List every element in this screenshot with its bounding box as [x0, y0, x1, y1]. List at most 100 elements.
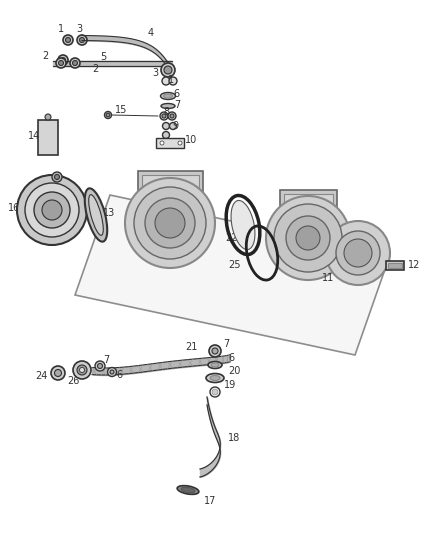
Text: 6: 6 — [116, 370, 122, 380]
Circle shape — [162, 132, 170, 139]
Circle shape — [17, 175, 87, 245]
Ellipse shape — [231, 200, 255, 249]
Circle shape — [58, 55, 68, 65]
Text: 3: 3 — [76, 24, 82, 34]
Circle shape — [80, 37, 85, 43]
Circle shape — [107, 367, 117, 376]
Text: 24: 24 — [35, 371, 47, 381]
Ellipse shape — [181, 487, 195, 492]
Circle shape — [209, 345, 221, 357]
Circle shape — [125, 178, 215, 268]
Text: 12: 12 — [408, 260, 420, 270]
Circle shape — [168, 112, 176, 120]
Text: 7: 7 — [223, 339, 229, 349]
Circle shape — [274, 204, 342, 272]
Text: 6: 6 — [228, 353, 234, 363]
Text: 7: 7 — [174, 100, 180, 110]
Text: 7: 7 — [103, 355, 109, 365]
Circle shape — [54, 369, 61, 376]
Ellipse shape — [206, 374, 224, 383]
Circle shape — [296, 226, 320, 250]
Ellipse shape — [177, 486, 199, 495]
Circle shape — [145, 198, 195, 248]
Circle shape — [266, 196, 350, 280]
Ellipse shape — [160, 93, 176, 100]
Text: 17: 17 — [204, 496, 216, 506]
Circle shape — [162, 77, 170, 85]
Circle shape — [155, 208, 185, 238]
Text: 1: 1 — [58, 24, 64, 34]
Ellipse shape — [208, 361, 222, 368]
Circle shape — [59, 61, 64, 66]
Bar — [388, 263, 402, 268]
Circle shape — [164, 66, 172, 74]
Circle shape — [25, 183, 79, 237]
Bar — [138, 171, 203, 193]
Ellipse shape — [163, 94, 173, 98]
Circle shape — [326, 221, 390, 285]
Text: 14: 14 — [28, 131, 40, 141]
Text: 26: 26 — [67, 376, 79, 386]
Text: 6: 6 — [173, 89, 179, 99]
Bar — [284, 194, 333, 208]
Ellipse shape — [211, 363, 219, 367]
Circle shape — [170, 123, 177, 130]
Text: 2: 2 — [92, 64, 98, 74]
Text: 19: 19 — [224, 380, 236, 390]
Polygon shape — [75, 195, 390, 355]
Ellipse shape — [161, 103, 175, 109]
Circle shape — [162, 123, 170, 130]
Text: 18: 18 — [228, 433, 240, 443]
Circle shape — [169, 77, 177, 85]
Circle shape — [70, 58, 80, 68]
Circle shape — [73, 361, 91, 379]
Circle shape — [80, 367, 85, 373]
Text: 9: 9 — [172, 121, 178, 131]
Circle shape — [77, 365, 87, 375]
Bar — [156, 138, 184, 148]
Text: 10: 10 — [185, 135, 197, 145]
Circle shape — [170, 114, 174, 118]
Circle shape — [160, 141, 164, 145]
Text: 20: 20 — [228, 366, 240, 376]
Text: 16: 16 — [8, 203, 20, 213]
Ellipse shape — [85, 188, 107, 241]
Circle shape — [63, 35, 73, 45]
Circle shape — [45, 114, 51, 120]
Circle shape — [56, 58, 66, 68]
Text: 8: 8 — [163, 107, 169, 117]
Circle shape — [98, 364, 102, 368]
Circle shape — [344, 239, 372, 267]
Circle shape — [73, 61, 78, 66]
Circle shape — [106, 113, 110, 117]
Circle shape — [110, 370, 114, 374]
Ellipse shape — [89, 195, 103, 236]
Circle shape — [52, 172, 62, 182]
Circle shape — [178, 141, 182, 145]
Circle shape — [60, 58, 66, 62]
Text: 15: 15 — [115, 105, 127, 115]
Circle shape — [51, 366, 65, 380]
Ellipse shape — [210, 376, 220, 381]
Text: 11: 11 — [322, 273, 334, 283]
Circle shape — [42, 200, 62, 220]
Text: 1: 1 — [168, 75, 174, 85]
Circle shape — [95, 361, 105, 371]
Circle shape — [162, 114, 166, 118]
Text: 3: 3 — [152, 68, 158, 78]
Text: 5: 5 — [100, 52, 106, 62]
Text: 21: 21 — [185, 342, 198, 352]
Circle shape — [134, 187, 206, 259]
Circle shape — [212, 348, 218, 354]
Circle shape — [77, 35, 87, 45]
Bar — [142, 175, 199, 191]
Circle shape — [105, 111, 112, 118]
Bar — [38, 120, 58, 155]
Text: 25: 25 — [228, 260, 240, 270]
Text: 4: 4 — [148, 28, 154, 38]
Bar — [386, 261, 404, 270]
Text: 22: 22 — [225, 233, 237, 243]
Circle shape — [54, 174, 60, 180]
Text: 13: 13 — [103, 208, 115, 218]
Circle shape — [212, 389, 218, 395]
